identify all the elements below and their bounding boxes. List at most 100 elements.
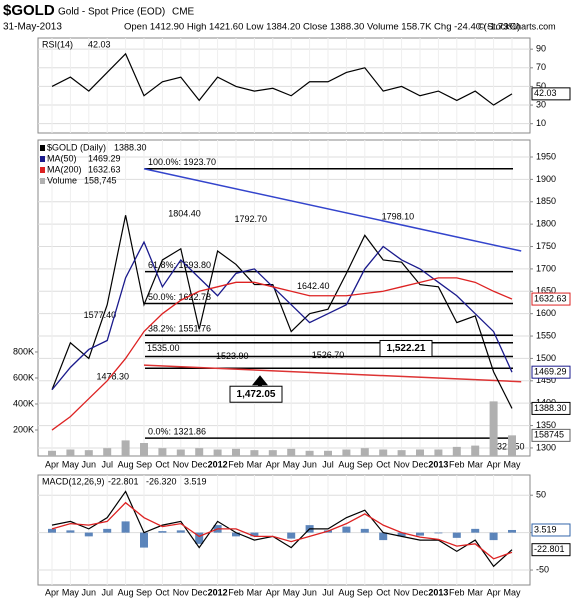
x-tick-label: Feb [228,459,244,469]
histogram-bar [434,532,443,534]
histogram-bar [342,526,351,533]
x-tick-label: 2012 [208,459,228,469]
histogram-bar [103,528,112,533]
x-tick-label: Oct [155,587,170,597]
volume-bar [360,448,369,456]
value-box [531,543,571,557]
volume-bar [103,448,112,456]
histogram-bar [471,528,480,533]
y2-tick-label: 800K [13,346,34,356]
x-tick-label: Jul [322,587,334,597]
volume-bar [250,450,259,456]
panel-frame [37,474,531,586]
x-tick-label: 2013 [428,459,448,469]
y-tick-label: 30 [536,99,546,109]
x-tick-label: Jul [101,459,113,469]
volume-bar [287,448,296,456]
x-tick-label: May [283,587,301,597]
instrument-name: Gold - Spot Price (EOD) [58,7,165,18]
histogram-bar [232,532,240,537]
legend-swatch [40,178,45,184]
histogram-bar [416,532,424,536]
panel-frame [37,139,531,457]
peak-label: 1798.10 [382,211,415,221]
y-tick-label: 1900 [536,174,556,184]
peak-label: 1642.40 [297,281,330,291]
x-tick-label: Jun [302,587,317,597]
value-label: -22.801 [534,544,565,554]
x-tick-label: Apr [487,459,501,469]
legend-value: 1469.29 [88,153,121,163]
volume-bar [84,450,93,456]
legend-value: 1388.30 [114,142,147,152]
legend-value: 3.519 [184,476,207,486]
volume-bar [140,442,148,456]
histogram-bar [176,530,185,533]
legend-name: Volume [47,175,77,185]
histogram-bar [66,530,75,533]
x-tick-label: Sep [357,587,373,597]
exchange: CME [172,7,195,18]
fib-label: 61.8%: 1693.80 [148,260,211,270]
value-label: 1388.30 [534,403,567,413]
histogram-bar [452,532,461,538]
y-tick-label: 1550 [536,330,556,340]
volume-bar [416,449,424,456]
histogram-bar [195,532,204,544]
histogram-bar [397,532,406,537]
peak-label: 1523.90 [216,351,249,361]
y-tick-label: 1300 [536,442,556,452]
trendline [143,364,522,383]
value-label: 158745 [534,430,564,440]
fib-label: 50.0%: 1622.78 [148,292,211,302]
x-tick-label: Sep [136,459,152,469]
histogram-bar [379,532,388,541]
volume-bar [305,450,314,456]
x-tick-label: Feb [449,587,465,597]
histogram-bar [121,521,130,533]
x-tick-label: Nov [394,459,411,469]
peak-label: 1478.30 [96,372,129,382]
volume-bar [176,449,185,456]
value-box [531,401,571,415]
series-line [51,501,513,560]
x-tick-label: Aug [118,459,134,469]
x-tick-label: Jun [82,459,97,469]
peak-label: 1792.70 [234,214,267,224]
y-tick-label: 1450 [536,375,556,385]
volume-bar [66,449,75,456]
x-tick-label: Dec [412,459,429,469]
peak-label: 1577.40 [84,310,117,320]
y-tick-label: 1700 [536,263,556,273]
x-tick-label: May [503,459,521,469]
volume-bar [324,450,332,456]
quote: Open 1412.90 High 1421.60 Low 1384.20 Cl… [124,22,520,33]
y-tick-label: 70 [536,62,546,72]
volume-bar [489,401,498,456]
x-tick-label: May [62,459,80,469]
legend-title: RSI(14) [42,39,73,49]
histogram-bar [48,528,56,533]
x-tick-label: Sep [357,459,373,469]
legend-title: MACD(12,26,9) [42,476,105,486]
x-tick-label: Mar [247,459,263,469]
x-tick-label: Oct [376,459,391,469]
x-tick-label: Jun [82,587,97,597]
x-tick-label: May [62,587,80,597]
legend-swatch [40,167,45,173]
series-line [51,215,513,409]
volume-bar [434,449,443,456]
legend-swatch [40,156,45,162]
x-tick-label: Nov [173,587,190,597]
x-tick-label: Mar [247,587,263,597]
x-tick-label: Dec [412,587,429,597]
histogram-bar [360,528,369,533]
fib-label: 100.0%: 1923.70 [148,157,216,167]
x-tick-label: Apr [266,587,280,597]
x-tick-label: Apr [45,587,59,597]
x-tick-label: Sep [136,587,152,597]
legend-swatch [40,145,45,151]
x-tick-label: Nov [394,587,411,597]
legend-value: 1632.63 [88,164,121,174]
value-label: 3.519 [534,524,557,534]
